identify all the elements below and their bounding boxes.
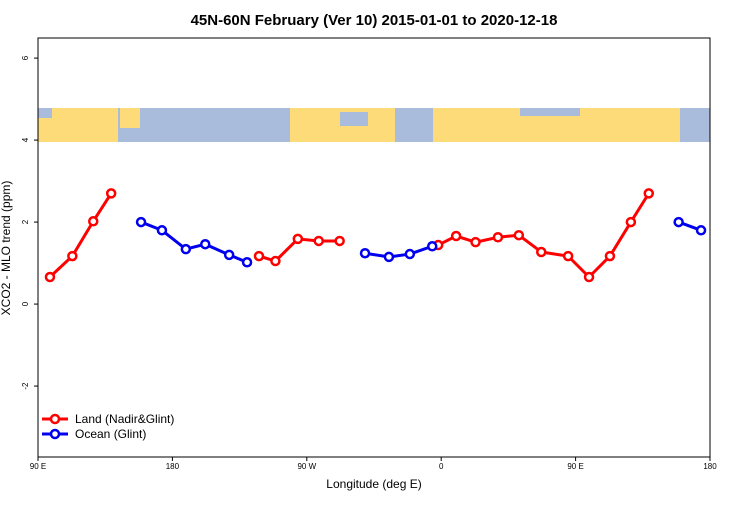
legend-marker [49, 428, 61, 440]
data-point [88, 216, 99, 227]
data-point [470, 236, 481, 248]
data-point [105, 188, 117, 199]
data-point [673, 216, 684, 228]
data-point [200, 238, 211, 250]
data-point [695, 225, 707, 236]
data-point [313, 235, 324, 247]
y-tick-label: 4 [21, 137, 30, 142]
data-point [44, 271, 56, 283]
series-line [364, 244, 433, 259]
data-point [404, 248, 416, 260]
x-tick-label: 0 [439, 462, 444, 471]
x-tick-label: 90 E [567, 462, 583, 471]
data-point [334, 235, 345, 247]
y-tick-label: 2 [21, 219, 30, 224]
x-tick-label: 180 [703, 462, 717, 471]
legend-label: Ocean (Glint) [75, 427, 146, 441]
data-point [513, 229, 525, 241]
y-tick-label: 0 [21, 301, 30, 306]
legend: Land (Nadir&Glint)Ocean (Glint) [42, 412, 174, 441]
y-tick-label: -2 [21, 382, 30, 390]
data-point [67, 250, 78, 262]
legend-marker [49, 413, 61, 425]
data-point [604, 250, 616, 262]
data-point [241, 257, 253, 268]
series-line [48, 192, 113, 279]
map-strip [38, 108, 710, 142]
data-point [536, 246, 547, 258]
data-point [450, 230, 462, 242]
plot-frame [37, 37, 711, 458]
data-point [135, 216, 147, 228]
data-point [583, 271, 595, 283]
data-point [383, 251, 395, 263]
data-point [292, 233, 304, 245]
data-point [253, 250, 265, 262]
chart-title: 45N-60N February (Ver 10) 2015-01-01 to … [191, 12, 558, 29]
x-axis-label: Longitude (deg E) [326, 477, 421, 491]
data-point [180, 243, 192, 255]
data-point [156, 225, 168, 236]
data-point [359, 247, 371, 259]
data-point [562, 250, 574, 262]
x-tick-label: 90 W [297, 462, 316, 471]
y-tick-label: 6 [21, 55, 30, 60]
x-tick-label: 90 E [30, 462, 46, 471]
data-point [492, 232, 504, 243]
y-axis-label: XCO2 - MLO trend (ppm) [0, 181, 13, 316]
data-point [270, 255, 281, 267]
x-tick-label: 180 [166, 462, 180, 471]
data-point [643, 188, 655, 199]
data-point [426, 241, 438, 252]
data-point [223, 249, 235, 261]
data-point [625, 216, 637, 228]
legend-label: Land (Nadir&Glint) [75, 412, 174, 426]
